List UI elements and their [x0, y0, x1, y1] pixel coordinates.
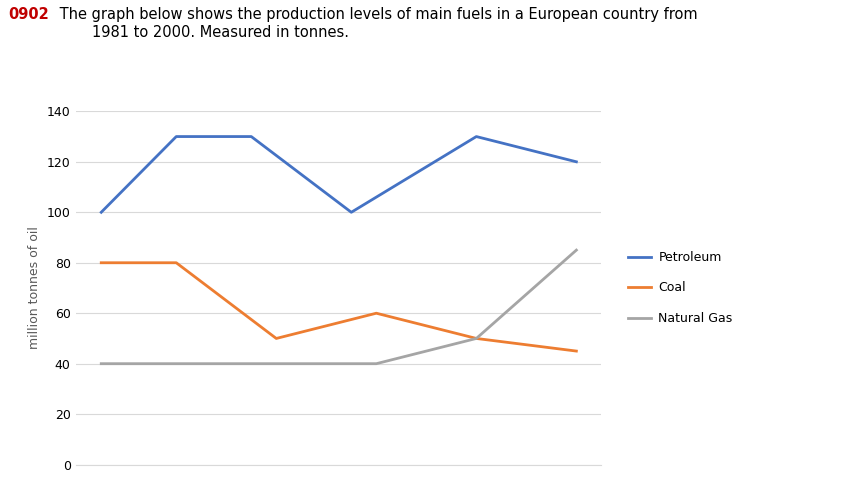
Legend: Petroleum, Coal, Natural Gas: Petroleum, Coal, Natural Gas — [623, 246, 738, 330]
Text: The graph below shows the production levels of main fuels in a European country : The graph below shows the production lev… — [55, 7, 698, 40]
Y-axis label: million tonnes of oil: million tonnes of oil — [28, 227, 42, 349]
Text: 0902: 0902 — [8, 7, 49, 22]
